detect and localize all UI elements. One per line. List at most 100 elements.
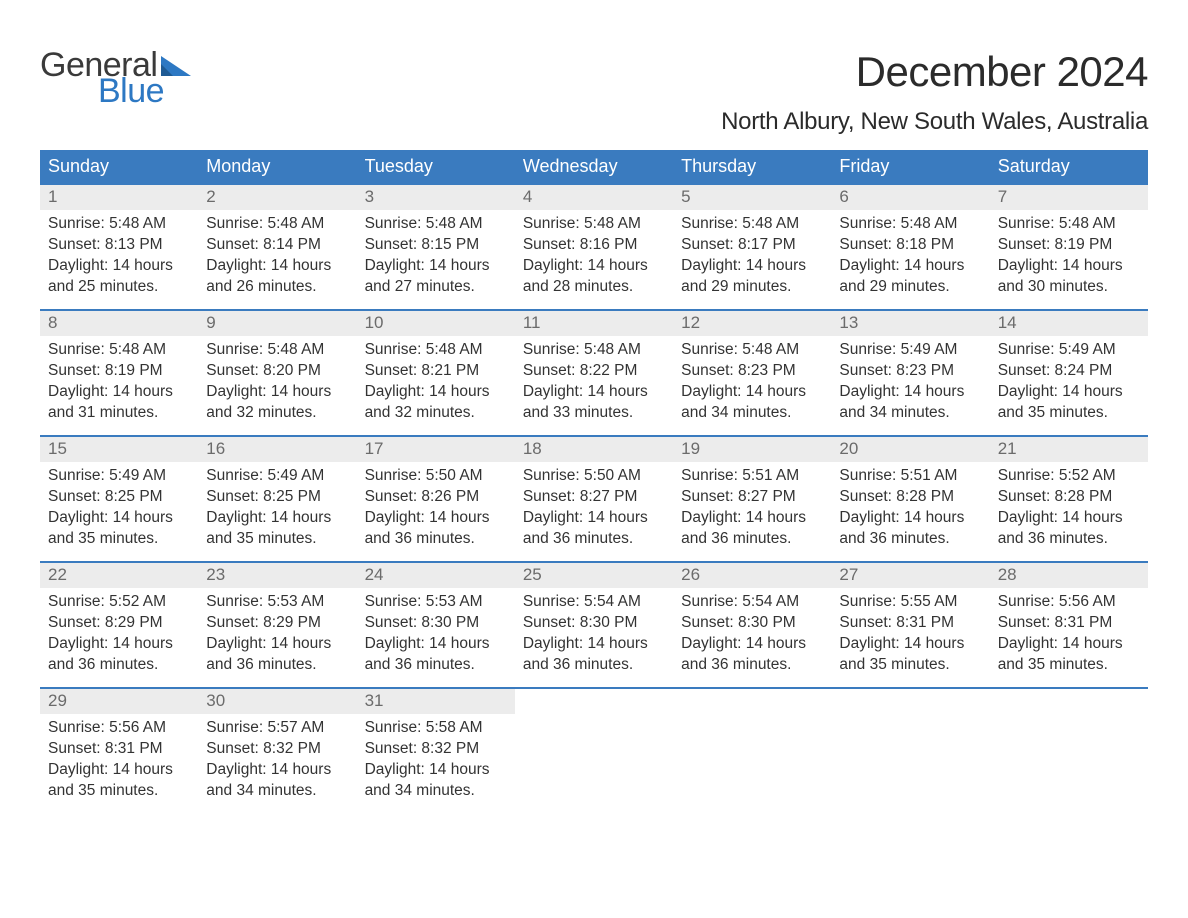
day-number: 18 — [523, 439, 542, 458]
calendar-day — [673, 689, 831, 813]
calendar-day: 31Sunrise: 5:58 AMSunset: 8:32 PMDayligh… — [357, 689, 515, 813]
sunset-text: Sunset: 8:30 PM — [365, 613, 507, 634]
day-number: 29 — [48, 691, 67, 710]
day-number: 3 — [365, 187, 374, 206]
calendar-day: 10Sunrise: 5:48 AMSunset: 8:21 PMDayligh… — [357, 311, 515, 435]
daylight-text: and 35 minutes. — [48, 781, 190, 802]
sunset-text: Sunset: 8:22 PM — [523, 361, 665, 382]
day-number: 28 — [998, 565, 1017, 584]
daylight-text: Daylight: 14 hours — [681, 256, 823, 277]
day-number: 12 — [681, 313, 700, 332]
weekday-label: Friday — [831, 150, 989, 185]
daylight-text: and 30 minutes. — [998, 277, 1140, 298]
day-number-row: 17 — [357, 437, 515, 462]
calendar-day — [990, 689, 1148, 813]
day-number: 19 — [681, 439, 700, 458]
day-number-row: 6 — [831, 185, 989, 210]
calendar-day: 20Sunrise: 5:51 AMSunset: 8:28 PMDayligh… — [831, 437, 989, 561]
day-number: 31 — [365, 691, 384, 710]
daylight-text: Daylight: 14 hours — [48, 508, 190, 529]
daylight-text: and 36 minutes. — [48, 655, 190, 676]
calendar-day: 19Sunrise: 5:51 AMSunset: 8:27 PMDayligh… — [673, 437, 831, 561]
day-number-row: 1 — [40, 185, 198, 210]
sunrise-text: Sunrise: 5:50 AM — [523, 466, 665, 487]
sunrise-text: Sunrise: 5:48 AM — [365, 340, 507, 361]
calendar-day: 18Sunrise: 5:50 AMSunset: 8:27 PMDayligh… — [515, 437, 673, 561]
daylight-text: and 34 minutes. — [839, 403, 981, 424]
sunrise-text: Sunrise: 5:48 AM — [681, 340, 823, 361]
sunrise-text: Sunrise: 5:48 AM — [839, 214, 981, 235]
calendar-day: 24Sunrise: 5:53 AMSunset: 8:30 PMDayligh… — [357, 563, 515, 687]
day-number: 4 — [523, 187, 532, 206]
daylight-text: and 35 minutes. — [206, 529, 348, 550]
day-number-row: 3 — [357, 185, 515, 210]
calendar-day: 2Sunrise: 5:48 AMSunset: 8:14 PMDaylight… — [198, 185, 356, 309]
calendar-week: 8Sunrise: 5:48 AMSunset: 8:19 PMDaylight… — [40, 309, 1148, 435]
sunrise-text: Sunrise: 5:53 AM — [206, 592, 348, 613]
sunset-text: Sunset: 8:19 PM — [998, 235, 1140, 256]
sunrise-text: Sunrise: 5:54 AM — [681, 592, 823, 613]
sunset-text: Sunset: 8:32 PM — [365, 739, 507, 760]
sunrise-text: Sunrise: 5:48 AM — [998, 214, 1140, 235]
calendar-day: 9Sunrise: 5:48 AMSunset: 8:20 PMDaylight… — [198, 311, 356, 435]
calendar-day: 1Sunrise: 5:48 AMSunset: 8:13 PMDaylight… — [40, 185, 198, 309]
sunset-text: Sunset: 8:18 PM — [839, 235, 981, 256]
sunset-text: Sunset: 8:28 PM — [998, 487, 1140, 508]
calendar-day — [831, 689, 989, 813]
daylight-text: Daylight: 14 hours — [681, 634, 823, 655]
daylight-text: and 28 minutes. — [523, 277, 665, 298]
daylight-text: and 29 minutes. — [681, 277, 823, 298]
day-number: 25 — [523, 565, 542, 584]
day-number-row: 29 — [40, 689, 198, 714]
calendar-day: 25Sunrise: 5:54 AMSunset: 8:30 PMDayligh… — [515, 563, 673, 687]
daylight-text: and 36 minutes. — [523, 655, 665, 676]
day-number: 11 — [523, 313, 541, 332]
sunrise-text: Sunrise: 5:53 AM — [365, 592, 507, 613]
day-number-row: 2 — [198, 185, 356, 210]
calendar-day: 17Sunrise: 5:50 AMSunset: 8:26 PMDayligh… — [357, 437, 515, 561]
day-number-row: 9 — [198, 311, 356, 336]
sunrise-text: Sunrise: 5:48 AM — [523, 214, 665, 235]
brand-name-part2: Blue — [98, 74, 191, 108]
daylight-text: Daylight: 14 hours — [839, 508, 981, 529]
daylight-text: and 36 minutes. — [206, 655, 348, 676]
daylight-text: Daylight: 14 hours — [998, 382, 1140, 403]
daylight-text: Daylight: 14 hours — [365, 760, 507, 781]
sunset-text: Sunset: 8:25 PM — [206, 487, 348, 508]
calendar-day: 4Sunrise: 5:48 AMSunset: 8:16 PMDaylight… — [515, 185, 673, 309]
sunrise-text: Sunrise: 5:56 AM — [48, 718, 190, 739]
sunrise-text: Sunrise: 5:48 AM — [681, 214, 823, 235]
calendar-day: 21Sunrise: 5:52 AMSunset: 8:28 PMDayligh… — [990, 437, 1148, 561]
calendar-week: 29Sunrise: 5:56 AMSunset: 8:31 PMDayligh… — [40, 687, 1148, 813]
daylight-text: and 32 minutes. — [206, 403, 348, 424]
location: North Albury, New South Wales, Australia — [721, 108, 1148, 136]
daylight-text: Daylight: 14 hours — [365, 634, 507, 655]
calendar-week: 15Sunrise: 5:49 AMSunset: 8:25 PMDayligh… — [40, 435, 1148, 561]
daylight-text: Daylight: 14 hours — [48, 256, 190, 277]
daylight-text: Daylight: 14 hours — [365, 508, 507, 529]
day-number-row: 14 — [990, 311, 1148, 336]
sunset-text: Sunset: 8:19 PM — [48, 361, 190, 382]
daylight-text: and 36 minutes. — [365, 655, 507, 676]
sunrise-text: Sunrise: 5:48 AM — [206, 340, 348, 361]
day-number: 21 — [998, 439, 1017, 458]
sunrise-text: Sunrise: 5:49 AM — [206, 466, 348, 487]
day-number-row: 21 — [990, 437, 1148, 462]
day-number-row: 28 — [990, 563, 1148, 588]
daylight-text: and 35 minutes. — [839, 655, 981, 676]
day-number-row: 27 — [831, 563, 989, 588]
calendar-day: 14Sunrise: 5:49 AMSunset: 8:24 PMDayligh… — [990, 311, 1148, 435]
sunrise-text: Sunrise: 5:51 AM — [839, 466, 981, 487]
daylight-text: Daylight: 14 hours — [681, 508, 823, 529]
sunset-text: Sunset: 8:13 PM — [48, 235, 190, 256]
day-number: 10 — [365, 313, 384, 332]
day-number-row: 25 — [515, 563, 673, 588]
daylight-text: and 29 minutes. — [839, 277, 981, 298]
calendar-day: 5Sunrise: 5:48 AMSunset: 8:17 PMDaylight… — [673, 185, 831, 309]
day-number: 5 — [681, 187, 690, 206]
daylight-text: and 32 minutes. — [365, 403, 507, 424]
sunset-text: Sunset: 8:16 PM — [523, 235, 665, 256]
sunrise-text: Sunrise: 5:49 AM — [998, 340, 1140, 361]
sunset-text: Sunset: 8:14 PM — [206, 235, 348, 256]
day-number-row: 26 — [673, 563, 831, 588]
